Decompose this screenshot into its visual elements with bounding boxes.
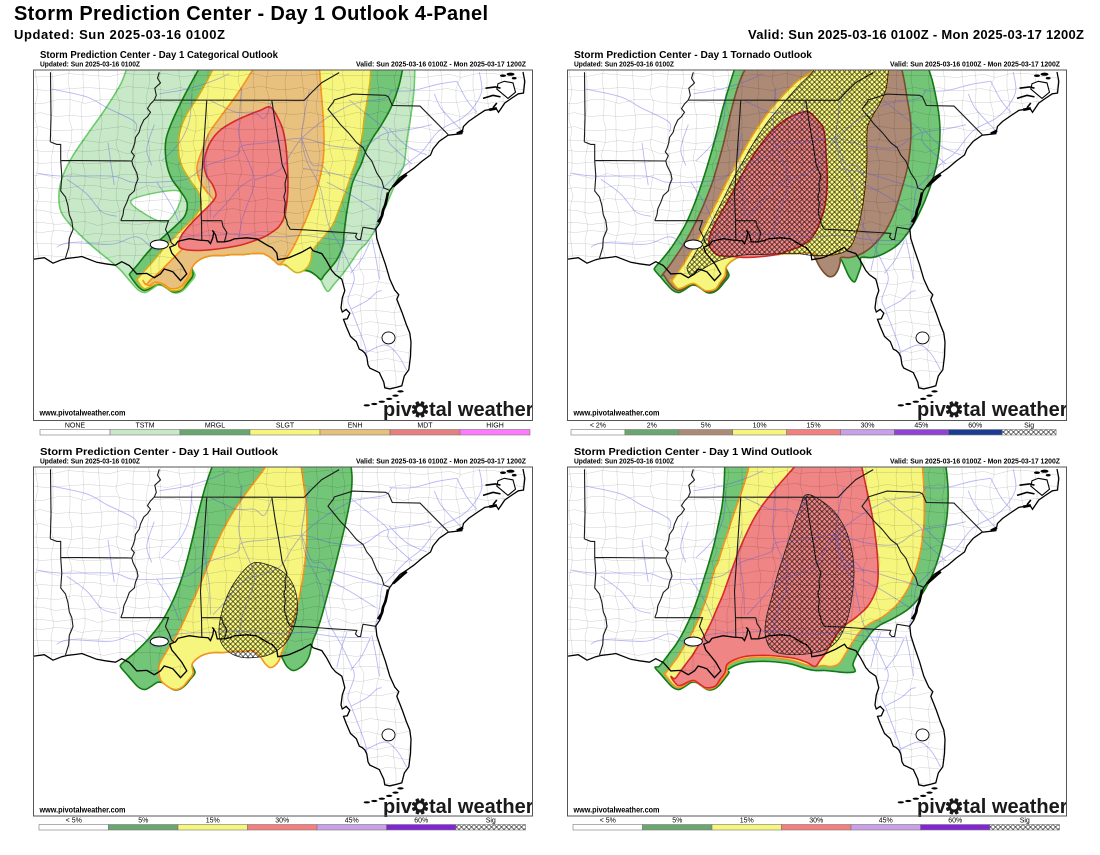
svg-text:10%: 10%	[753, 422, 767, 429]
svg-text:15%: 15%	[807, 422, 821, 429]
svg-text:Storm Prediction Center - Day: Storm Prediction Center - Day 1 Categori…	[40, 50, 278, 61]
svg-text:ENH: ENH	[348, 422, 363, 429]
svg-text:www.pivotalweather.com: www.pivotalweather.com	[573, 805, 660, 815]
svg-text:www.pivotalweather.com: www.pivotalweather.com	[39, 408, 126, 418]
svg-text:Updated: Sun 2025-03-16 0100Z: Updated: Sun 2025-03-16 0100Z	[574, 60, 675, 69]
svg-text:Valid: Sun 2025-03-16 0100Z -: Valid: Sun 2025-03-16 0100Z - Mon 2025-0…	[356, 60, 527, 69]
svg-text:< 5%: < 5%	[600, 817, 616, 824]
svg-text:15%: 15%	[206, 817, 220, 824]
svg-text:Sig: Sig	[1024, 422, 1034, 429]
svg-text:30%: 30%	[275, 817, 289, 824]
svg-text:5%: 5%	[701, 422, 711, 429]
svg-text:45%: 45%	[914, 422, 928, 429]
svg-text:www.pivotalweather.com: www.pivotalweather.com	[39, 805, 126, 815]
svg-text:Updated: Sun 2025-03-16 0100Z: Updated: Sun 2025-03-16 0100Z	[40, 60, 141, 69]
svg-text:tal weather: tal weather	[429, 399, 534, 421]
svg-text:Updated: Sun 2025-03-16 0100Z: Updated: Sun 2025-03-16 0100Z	[40, 457, 141, 466]
svg-text:15%: 15%	[740, 817, 754, 824]
svg-text:Sig: Sig	[1020, 817, 1030, 824]
svg-text:piv: piv	[917, 796, 947, 818]
svg-text:5%: 5%	[138, 817, 148, 824]
svg-text:5%: 5%	[672, 817, 682, 824]
svg-text:Valid: Sun 2025-03-16 0100Z -: Valid: Sun 2025-03-16 0100Z - Mon 2025-0…	[356, 457, 527, 466]
svg-text:piv: piv	[383, 796, 413, 818]
svg-text:MDT: MDT	[417, 422, 433, 429]
svg-text:NONE: NONE	[65, 422, 86, 429]
svg-text:tal weather: tal weather	[963, 399, 1068, 421]
svg-text:Storm Prediction Center - Day: Storm Prediction Center - Day 1 Wind Out…	[574, 447, 812, 458]
svg-text:45%: 45%	[345, 817, 359, 824]
svg-text:HIGH: HIGH	[486, 422, 504, 429]
svg-text:SLGT: SLGT	[276, 422, 295, 429]
svg-text:Storm Prediction Center - Day: Storm Prediction Center - Day 1 Tornado …	[574, 50, 812, 61]
svg-text:tal weather: tal weather	[963, 796, 1068, 818]
svg-text:60%: 60%	[414, 817, 428, 824]
svg-text:60%: 60%	[948, 817, 962, 824]
svg-text:Valid: Sun 2025-03-16 0100Z -: Valid: Sun 2025-03-16 0100Z - Mon 2025-0…	[890, 457, 1061, 466]
svg-text:30%: 30%	[860, 422, 874, 429]
svg-text:< 2%: < 2%	[590, 422, 606, 429]
svg-text:www.pivotalweather.com: www.pivotalweather.com	[573, 408, 660, 418]
svg-text:< 5%: < 5%	[66, 817, 82, 824]
svg-text:Updated: Sun 2025-03-16 0100Z: Updated: Sun 2025-03-16 0100Z	[14, 27, 225, 42]
svg-text:2%: 2%	[647, 422, 657, 429]
svg-text:piv: piv	[917, 399, 947, 421]
svg-text:Valid: Sun 2025-03-16 0100Z -: Valid: Sun 2025-03-16 0100Z - Mon 2025-0…	[748, 27, 1084, 42]
svg-text:MRGL: MRGL	[205, 422, 225, 429]
svg-text:TSTM: TSTM	[135, 422, 154, 429]
svg-text:tal weather: tal weather	[429, 796, 534, 818]
svg-text:piv: piv	[383, 399, 413, 421]
svg-text:30%: 30%	[809, 817, 823, 824]
svg-text:45%: 45%	[879, 817, 893, 824]
svg-text:Storm Prediction Center - Day: Storm Prediction Center - Day 1 Outlook …	[14, 3, 488, 25]
svg-text:Updated: Sun 2025-03-16 0100Z: Updated: Sun 2025-03-16 0100Z	[574, 457, 675, 466]
svg-text:Storm Prediction Center - Day: Storm Prediction Center - Day 1 Hail Out…	[40, 447, 278, 458]
svg-text:60%: 60%	[968, 422, 982, 429]
svg-text:Sig: Sig	[486, 817, 496, 824]
svg-text:Valid: Sun 2025-03-16 0100Z -: Valid: Sun 2025-03-16 0100Z - Mon 2025-0…	[890, 60, 1061, 69]
